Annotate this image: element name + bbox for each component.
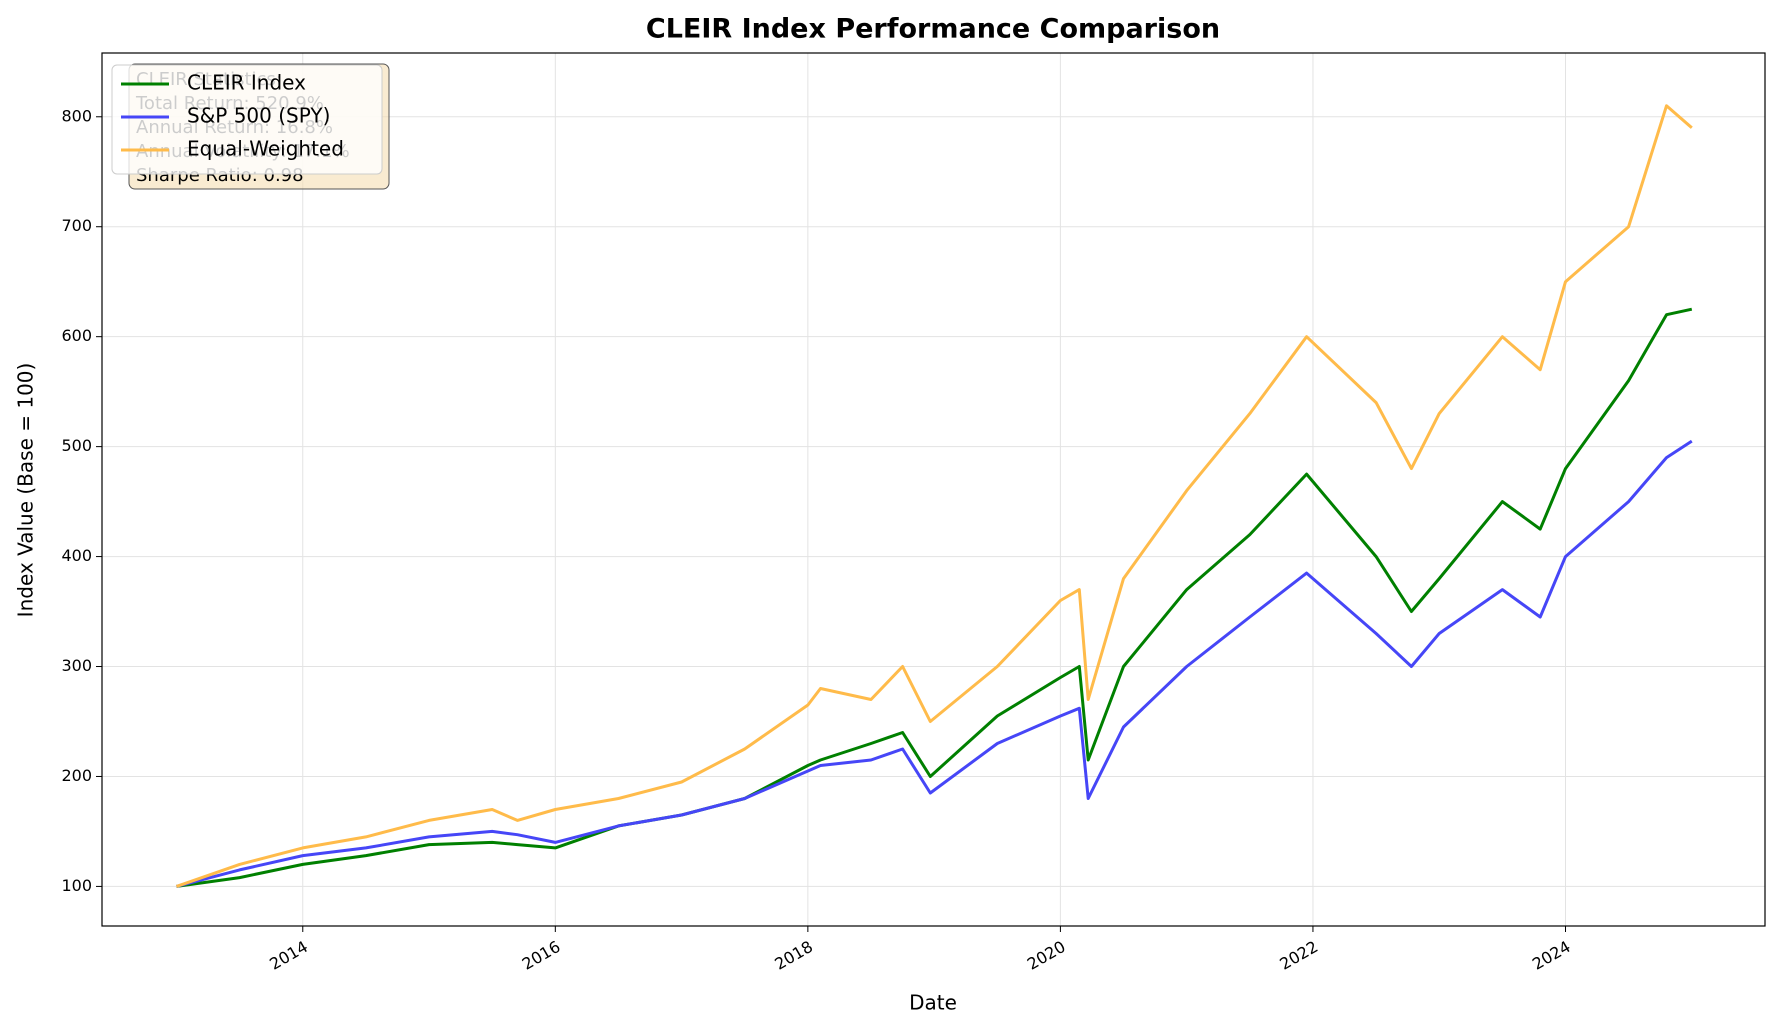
legend-label: CLEIR Index — [187, 71, 306, 95]
series-line — [176, 439, 1693, 888]
series-line — [176, 307, 1693, 888]
y-axis-label: Index Value (Base = 100) — [14, 363, 38, 618]
legend-label: S&P 500 (SPY) — [187, 104, 330, 128]
y-tick-label: 800 — [61, 106, 92, 125]
y-tick-label: 400 — [61, 546, 92, 565]
x-axis-label: Date — [909, 991, 957, 1015]
y-tick-label: 600 — [61, 326, 92, 345]
legend-frame — [111, 64, 383, 175]
series-line — [176, 104, 1693, 888]
y-tick-label: 500 — [61, 436, 92, 455]
legend-label: Equal-Weighted — [187, 137, 344, 161]
legend: CLEIR Index S&P 500 (SPY) Equal-Weighted — [111, 64, 383, 175]
plot-lines — [176, 104, 1693, 888]
chart-title: CLEIR Index Performance Comparison — [646, 14, 1220, 45]
y-tick-label: 100 — [61, 876, 92, 895]
plot-frame — [101, 52, 1766, 927]
y-tick-label: 300 — [61, 656, 92, 675]
y-tick-label: 200 — [61, 766, 92, 785]
y-tick-label: 700 — [61, 216, 92, 235]
